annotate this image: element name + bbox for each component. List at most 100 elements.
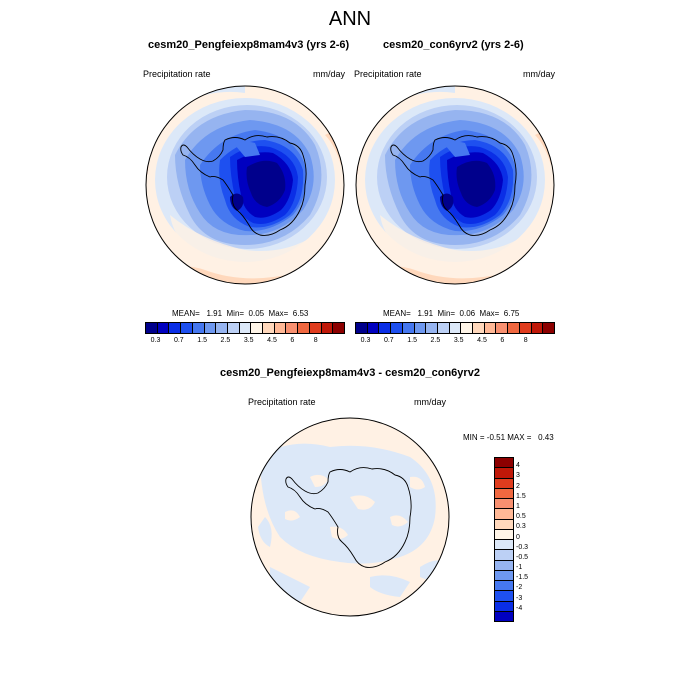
colorbar-swatch [169,323,182,333]
colorbar-tick-label: 2.5 [430,337,441,344]
colorbar-swatch [426,323,438,333]
colorbar-swatch [519,323,532,333]
colorbar-swatch [181,323,193,333]
panel2-colorbar [355,322,555,334]
colorbar-swatch [495,601,513,612]
colorbar-swatch [495,478,513,489]
colorbar-swatch [495,540,513,551]
colorbar-tick-label: 8 [523,337,528,344]
colorbar-swatch [333,323,344,333]
colorbar-tick-label: -1.5 [516,574,529,582]
colorbar-swatch [204,323,217,333]
colorbar-swatch [495,611,513,621]
colorbar-swatch [543,323,554,333]
colorbar-swatch [192,323,205,333]
panel1-colorbar [145,322,345,334]
panel2-stats: MEAN= 1.91 Min= 0.06 Max= 6.75 [383,309,520,318]
colorbar-swatch [274,323,287,333]
colorbar-swatch [495,468,513,479]
colorbar-tick-label: 0.3 [516,523,526,531]
colorbar-tick-label: -0.5 [516,553,529,561]
colorbar-swatch [402,323,415,333]
colorbar-tick-label: 8 [313,337,318,344]
panel1-variable: Precipitation rate [143,69,211,79]
colorbar-tick-label: 3 [516,472,520,480]
panel1-units: mm/day [313,69,346,79]
colorbar-swatch [216,323,228,333]
colorbar-tick-label: 1.5 [197,337,207,344]
panel1-stats: MEAN= 1.91 Min= 0.05 Max= 6.53 [172,309,309,318]
colorbar-tick-label: 3.5 [243,337,254,344]
colorbar-tick-label: 0.7 [173,337,184,344]
colorbar-swatch [495,529,513,540]
colorbar-tick-label: 2.5 [220,337,231,344]
colorbar-tick-label: 3.5 [453,337,464,344]
panel1-polar-map [145,85,345,285]
colorbar-swatch [414,323,427,333]
colorbar-tick-label: -0.3 [516,543,529,551]
colorbar-tick-label: 6 [290,337,295,344]
colorbar-swatch [473,323,485,333]
diff-title: cesm20_Pengfeiexp8mam4v3 - cesm20_con6yr… [220,367,480,379]
colorbar-swatch [437,323,450,333]
colorbar-tick-label: 4 [516,462,520,470]
colorbar-swatch [531,323,544,333]
colorbar-tick-label: -4 [516,604,523,612]
colorbar-swatch [227,323,240,333]
colorbar-tick-label: -1 [516,564,523,572]
colorbar-swatch [461,323,474,333]
colorbar-tick-label: 0 [516,533,520,541]
colorbar-tick-label: 6 [500,337,505,344]
colorbar-swatch [356,323,368,333]
colorbar-swatch [495,499,513,510]
colorbar-swatch [495,550,513,561]
diff-variable: Precipitation rate [248,397,316,407]
colorbar-swatch [495,591,513,602]
panel2-units: mm/day [523,69,556,79]
colorbar-tick-label: 2 [516,482,520,490]
colorbar-swatch [286,323,299,333]
colorbar-tick-label: 4.5 [267,337,277,344]
panel2-variable: Precipitation rate [354,69,422,79]
colorbar-swatch [157,323,170,333]
diff-units: mm/day [414,397,447,407]
panel2-colorbar-ticks: 0.3 0.7 1.5 2.5 3.5 4.5 6 8 [355,337,555,349]
colorbar-swatch [309,323,322,333]
colorbar-swatch [495,488,513,499]
colorbar-tick-label: 0.3 [150,337,161,344]
colorbar-swatch [251,323,264,333]
colorbar-swatch [298,323,310,333]
colorbar-swatch [508,323,520,333]
panel1-case-title: cesm20_Pengfeiexp8mam4v3 (yrs 2-6) [148,39,350,51]
diff-colorbar [494,457,514,622]
main-title: ANN [328,8,372,30]
colorbar-swatch [449,323,462,333]
colorbar-swatch [263,323,275,333]
panel2-polar-map [355,85,555,285]
colorbar-tick-label: 1.5 [407,337,417,344]
diff-colorbar-ticks: 4 3 2 1.5 1 0.5 0.3 0 -0.3 -0.5 -1 -1.5 -2 -3 -4 [516,457,556,622]
colorbar-swatch [495,519,513,530]
colorbar-swatch [379,323,392,333]
colorbar-swatch [495,560,513,571]
colorbar-swatch [496,323,509,333]
colorbar-tick-label: 0.7 [383,337,394,344]
colorbar-tick-label: -2 [516,584,523,592]
colorbar-swatch [367,323,380,333]
colorbar-tick-label: -3 [516,594,523,602]
colorbar-swatch [146,323,158,333]
diff-min-max: MIN = -0.51 MAX = 0.43 [463,433,554,442]
colorbar-swatch [495,458,513,469]
panel2-case-title: cesm20_con6yrv2 (yrs 2-6) [383,39,524,51]
colorbar-swatch [391,323,403,333]
colorbar-tick-label: 0.3 [360,337,371,344]
colorbar-swatch [321,323,334,333]
diff-polar-map [250,417,450,617]
colorbar-swatch [239,323,252,333]
colorbar-swatch [495,509,513,520]
colorbar-swatch [484,323,497,333]
colorbar-swatch [495,581,513,592]
colorbar-tick-label: 4.5 [477,337,487,344]
colorbar-tick-label: 1 [516,502,520,510]
colorbar-tick-label: 1.5 [516,492,526,500]
